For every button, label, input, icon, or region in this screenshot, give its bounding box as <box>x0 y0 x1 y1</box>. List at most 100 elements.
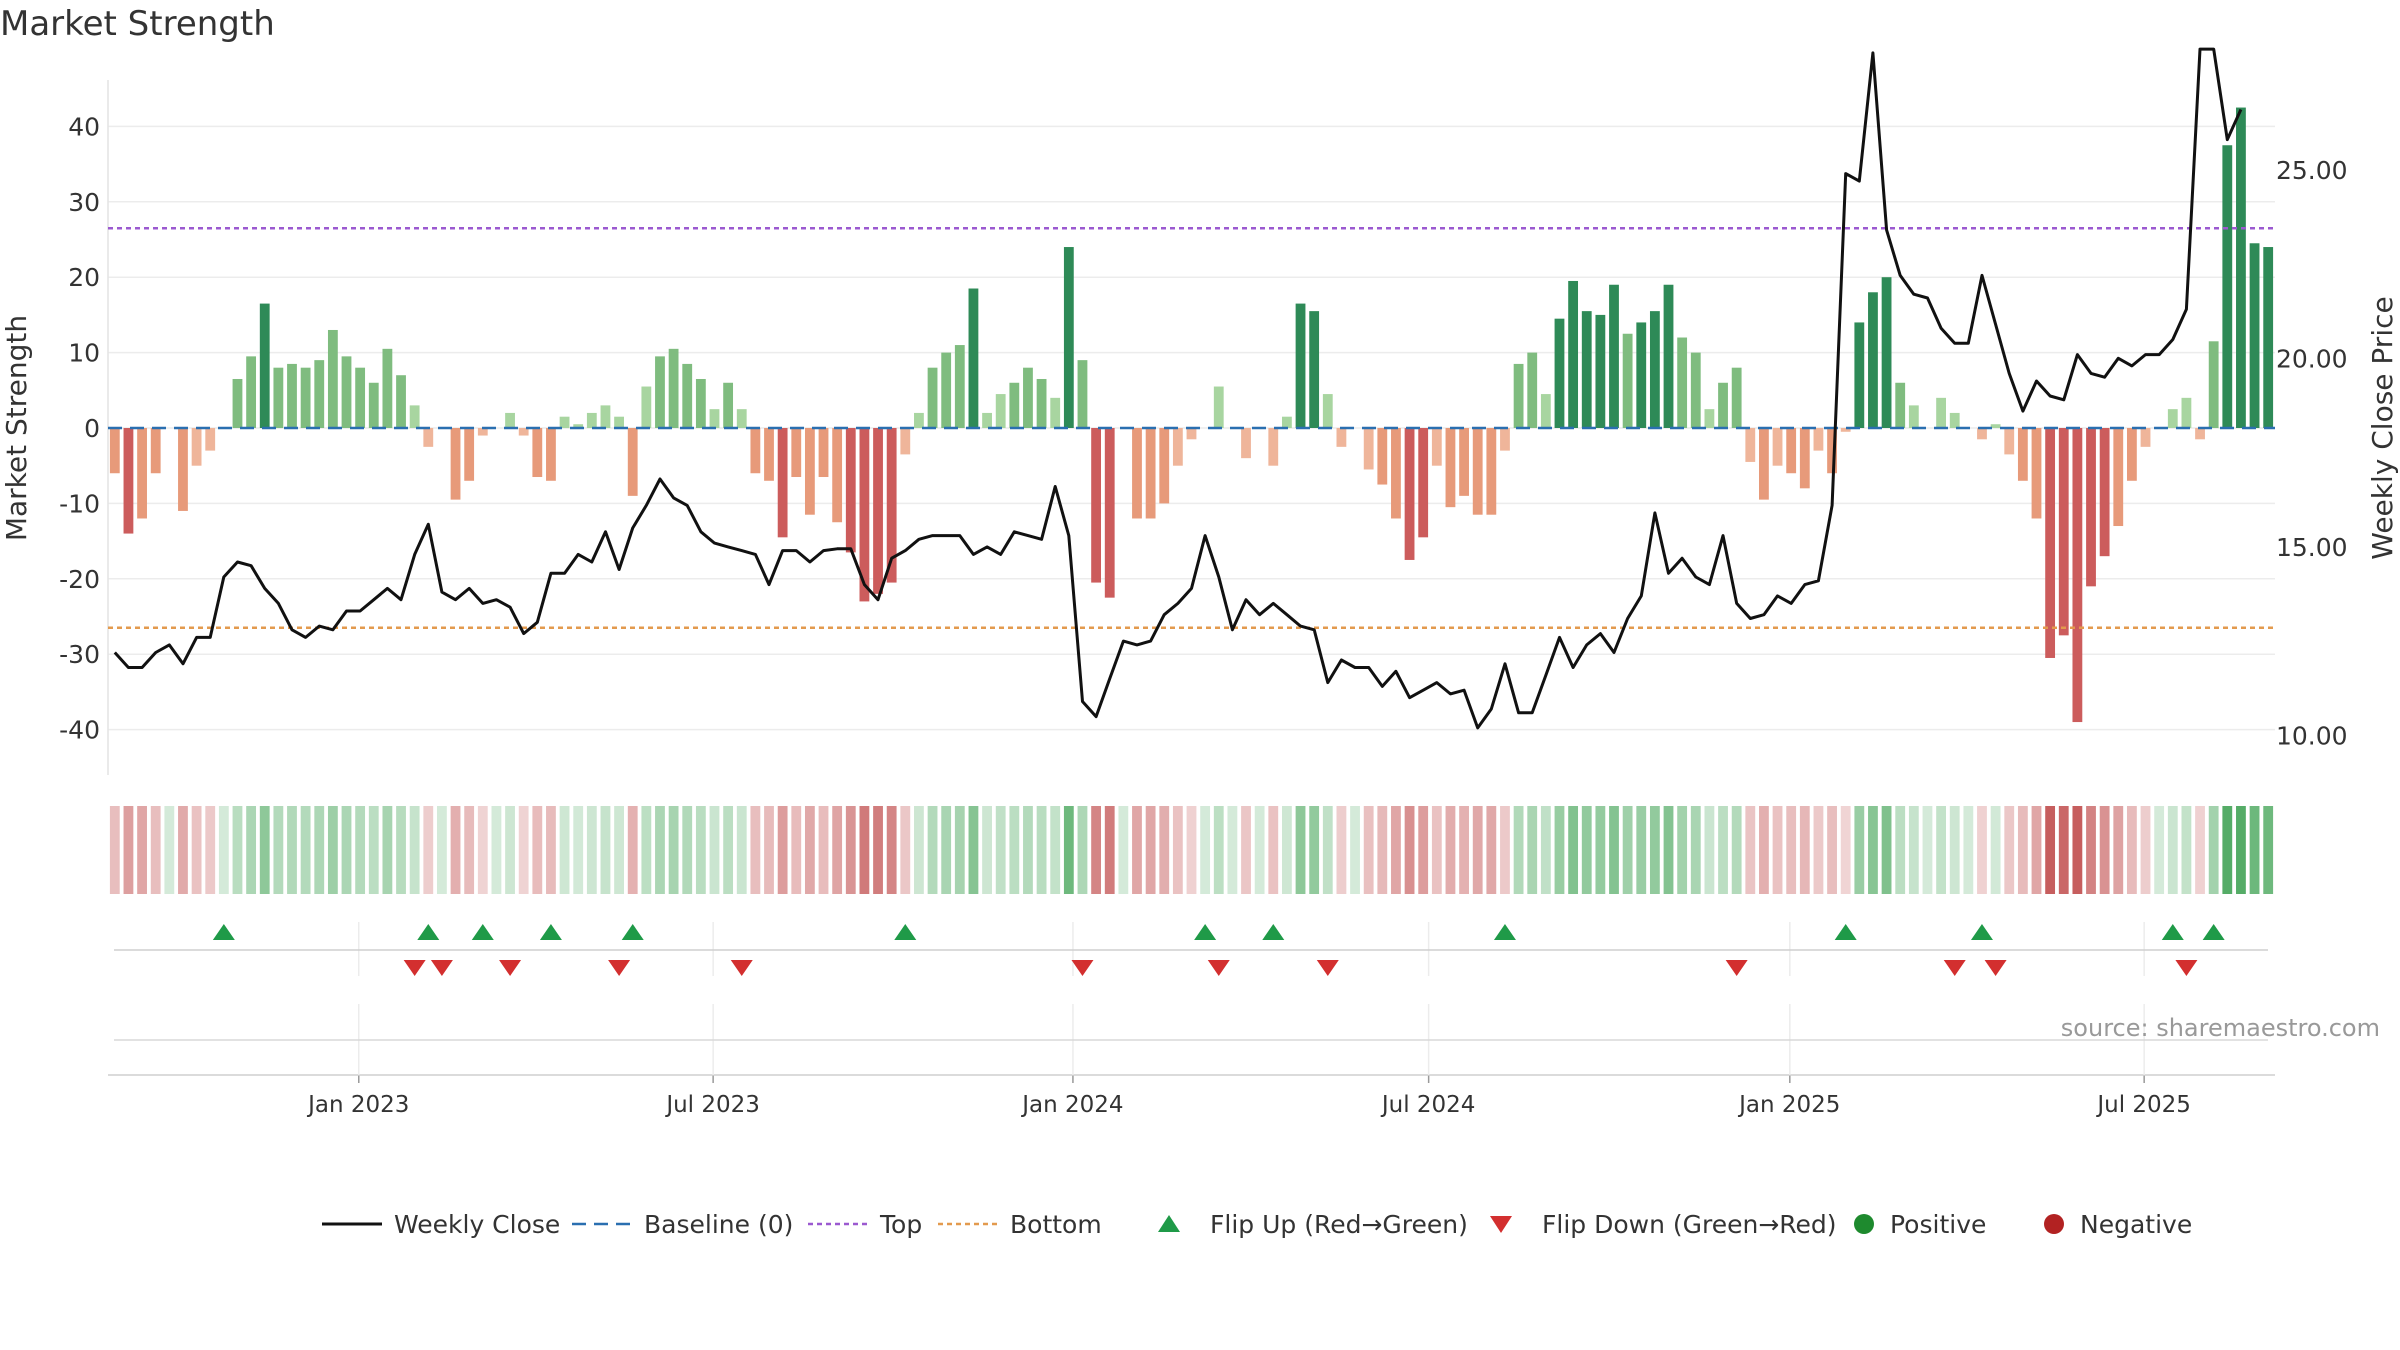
strength-bar <box>1568 280 1579 428</box>
flip-down-marker <box>1071 960 1094 976</box>
strength-bar <box>614 416 624 428</box>
strength-bar <box>804 428 815 515</box>
strength-bars <box>109 107 2274 723</box>
flip-down-marker <box>1725 960 1748 976</box>
heat-cell <box>1854 806 1865 894</box>
heat-cell <box>1513 806 1524 894</box>
strength-bar <box>2017 428 2028 481</box>
strength-bar <box>1145 428 1156 519</box>
heat-cell <box>1936 806 1946 894</box>
flip-up-marker <box>1493 924 1516 940</box>
legend-label: Negative <box>2080 1210 2192 1239</box>
strength-bar <box>546 428 556 481</box>
y-tick-label: -40 <box>59 716 100 745</box>
flip-down-marker <box>403 960 426 976</box>
strength-bar <box>1759 428 1769 500</box>
strength-bar <box>2222 145 2233 428</box>
heat-cell <box>355 806 366 894</box>
heat-cell <box>518 806 529 894</box>
heat-cell <box>2058 806 2069 894</box>
heat-cell <box>927 806 938 894</box>
legend-label: Weekly Close <box>394 1210 560 1239</box>
heat-cell <box>1050 806 1061 894</box>
flip-up-marker <box>417 924 440 940</box>
x-tick-label: Jan 2023 <box>306 1092 409 1118</box>
heat-cell <box>1500 806 1510 894</box>
x-tick-label: Jul 2024 <box>1380 1092 1476 1118</box>
strength-bar <box>2031 428 2042 519</box>
heat-cell <box>287 806 297 894</box>
heat-cell <box>532 806 543 894</box>
heat-cell <box>396 806 406 894</box>
strength-bar <box>1663 284 1674 428</box>
y-tick-label: 30 <box>68 188 100 217</box>
legend-item-negative: Negative <box>2044 1210 2192 1239</box>
strength-bar <box>1527 352 1538 428</box>
strength-bar <box>314 360 325 428</box>
strength-bar <box>178 428 188 511</box>
strength-bar <box>1813 428 1824 451</box>
strength-bar <box>1077 360 1088 428</box>
heat-cell <box>1527 806 1538 894</box>
y2-axis-title: Weekly Close Price <box>2366 296 2399 559</box>
heat-cell <box>764 806 774 894</box>
strength-bar <box>150 428 161 474</box>
flip-down-marker <box>1316 960 1339 976</box>
strength-bar <box>641 386 652 428</box>
strength-bar <box>1786 428 1797 474</box>
strength-bar <box>1936 397 1946 428</box>
flip-up-marker <box>621 924 644 940</box>
strength-bar <box>450 428 461 500</box>
strength-bar <box>1459 428 1469 496</box>
strength-bar <box>382 348 393 428</box>
heat-cell <box>423 806 434 894</box>
heat-cell <box>1895 806 1906 894</box>
strength-bar <box>423 428 434 447</box>
y-tick-label: 20 <box>68 263 100 292</box>
heat-cell <box>709 806 720 894</box>
heat-cell <box>327 806 338 894</box>
flip-up-marker <box>1262 924 1285 940</box>
heat-cell <box>505 806 515 894</box>
heat-cell <box>1172 806 1183 894</box>
legend-item-top: Top <box>808 1210 922 1239</box>
heat-cell <box>845 806 856 894</box>
heat-cell <box>1459 806 1469 894</box>
strength-bar <box>1104 428 1115 598</box>
strength-bar <box>1213 386 1224 428</box>
strength-bar <box>287 363 297 428</box>
heat-cell <box>2195 806 2205 894</box>
strength-bar <box>396 375 406 428</box>
heat-cell <box>137 806 147 894</box>
heat-cell <box>1322 806 1333 894</box>
flip-down-marker <box>2175 960 2198 976</box>
strength-bar <box>927 367 938 428</box>
heat-cell <box>641 806 652 894</box>
flip-markers <box>114 922 2268 1075</box>
strength-bar <box>2058 428 2069 636</box>
heat-cell <box>2263 806 2274 894</box>
legend-label: Flip Down (Green→Red) <box>1542 1210 1837 1239</box>
strength-bar <box>2167 409 2178 428</box>
heat-strip <box>109 806 2274 894</box>
heat-cell <box>1200 806 1211 894</box>
strength-bar <box>1322 394 1333 428</box>
y-axis-title: Market Strength <box>0 315 33 541</box>
heat-cell <box>2017 806 2028 894</box>
heat-cell <box>1704 806 1715 894</box>
heat-cell <box>682 806 693 894</box>
strength-bar <box>1445 428 1456 508</box>
flip-up-marker <box>539 924 562 940</box>
strength-bar <box>1172 428 1183 466</box>
heat-cell <box>2167 806 2178 894</box>
heat-cell <box>1391 806 1401 894</box>
strength-bar <box>505 412 515 428</box>
y-tick-label: 0 <box>84 414 100 443</box>
heat-cell <box>2031 806 2042 894</box>
heat-cell <box>1145 806 1156 894</box>
flip-up-marker <box>471 924 494 940</box>
strength-bar <box>1391 428 1401 519</box>
strength-bar <box>1036 378 1047 428</box>
heat-cell <box>1350 806 1360 894</box>
heat-cell <box>2072 806 2083 894</box>
